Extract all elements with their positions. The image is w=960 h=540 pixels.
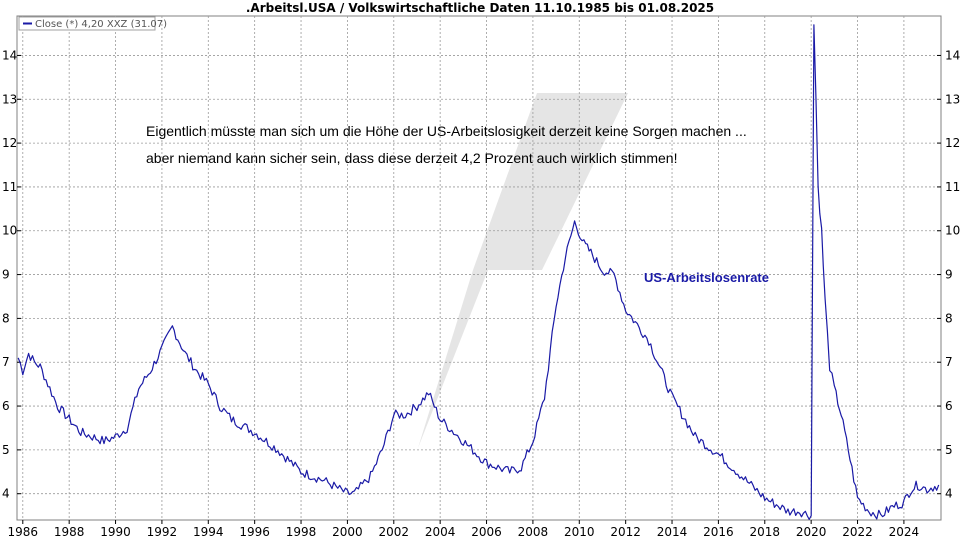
y-tick-label-right: 6 bbox=[945, 399, 953, 413]
y-tick-label-left: 13 bbox=[2, 92, 17, 106]
legend-text: Close (*) 4,20 XXZ (31.07) bbox=[35, 19, 167, 30]
x-tick-label: 2022 bbox=[842, 525, 873, 539]
legend: Close (*) 4,20 XXZ (31.07) bbox=[18, 16, 167, 31]
annotation-line-1: Eigentlich müsste man sich um die Höhe d… bbox=[146, 123, 747, 139]
x-tick-label: 1996 bbox=[239, 525, 270, 539]
y-tick-label-right: 5 bbox=[945, 443, 953, 457]
y-tick-label-left: 7 bbox=[2, 355, 10, 369]
x-tick-label: 2012 bbox=[610, 525, 641, 539]
x-tick-label: 2004 bbox=[425, 525, 456, 539]
y-tick-label-left: 5 bbox=[2, 443, 10, 457]
y-axis-left: 4 5 6 7 8 9 10 11 12 13 14 bbox=[2, 48, 21, 501]
series-line-us-unemployment bbox=[17, 24, 940, 520]
chart-title: .Arbeitsl.USA / Volkswirtschaftliche Dat… bbox=[246, 1, 714, 15]
y-tick-label-right: 9 bbox=[945, 268, 953, 282]
y-tick-label-right: 12 bbox=[945, 136, 960, 150]
x-tick-label: 1998 bbox=[286, 525, 317, 539]
y-tick-label-left: 10 bbox=[2, 224, 17, 238]
y-tick-label-left: 9 bbox=[2, 268, 10, 282]
y-tick-label-right: 10 bbox=[945, 224, 960, 238]
y-tick-label-left: 14 bbox=[2, 48, 17, 62]
x-tick-label: 2014 bbox=[657, 525, 688, 539]
x-tick-label: 2008 bbox=[518, 525, 549, 539]
x-tick-label: 1992 bbox=[147, 525, 178, 539]
y-axis-right: 4 5 6 7 8 9 10 11 12 13 14 bbox=[937, 48, 960, 501]
grid bbox=[17, 16, 941, 520]
y-tick-label-right: 13 bbox=[945, 92, 960, 106]
x-tick-label: 2020 bbox=[796, 525, 827, 539]
x-tick-label: 2024 bbox=[889, 525, 920, 539]
y-tick-label-left: 11 bbox=[2, 180, 17, 194]
x-tick-label: 2010 bbox=[564, 525, 595, 539]
x-tick-label: 2018 bbox=[750, 525, 781, 539]
y-tick-label-left: 8 bbox=[2, 311, 10, 325]
x-tick-label: 2016 bbox=[703, 525, 734, 539]
legend-box bbox=[18, 16, 156, 31]
y-tick-label-left: 12 bbox=[2, 136, 17, 150]
annotation-line-2: aber niemand kann sicher sein, dass dies… bbox=[146, 150, 677, 166]
y-tick-label-right: 4 bbox=[945, 487, 953, 501]
y-tick-label-right: 11 bbox=[945, 180, 960, 194]
x-tick-label: 1988 bbox=[54, 525, 85, 539]
y-tick-label-right: 14 bbox=[945, 48, 960, 62]
y-tick-label-right: 7 bbox=[945, 355, 953, 369]
y-tick-label-left: 4 bbox=[2, 487, 10, 501]
x-tick-label: 2000 bbox=[332, 525, 363, 539]
x-tick-label: 1986 bbox=[8, 525, 39, 539]
y-tick-label-right: 8 bbox=[945, 311, 953, 325]
y-tick-label-left: 6 bbox=[2, 399, 10, 413]
watermark-logo bbox=[332, 93, 628, 448]
series-label: US-Arbeitslosenrate bbox=[644, 270, 769, 285]
x-axis: 1986 1988 1990 1992 1994 1996 1998 2000 2002 2004… bbox=[8, 520, 920, 539]
x-tick-label: 2002 bbox=[379, 525, 410, 539]
x-tick-label: 1990 bbox=[100, 525, 131, 539]
x-tick-label: 1994 bbox=[193, 525, 224, 539]
x-tick-label: 2006 bbox=[471, 525, 502, 539]
